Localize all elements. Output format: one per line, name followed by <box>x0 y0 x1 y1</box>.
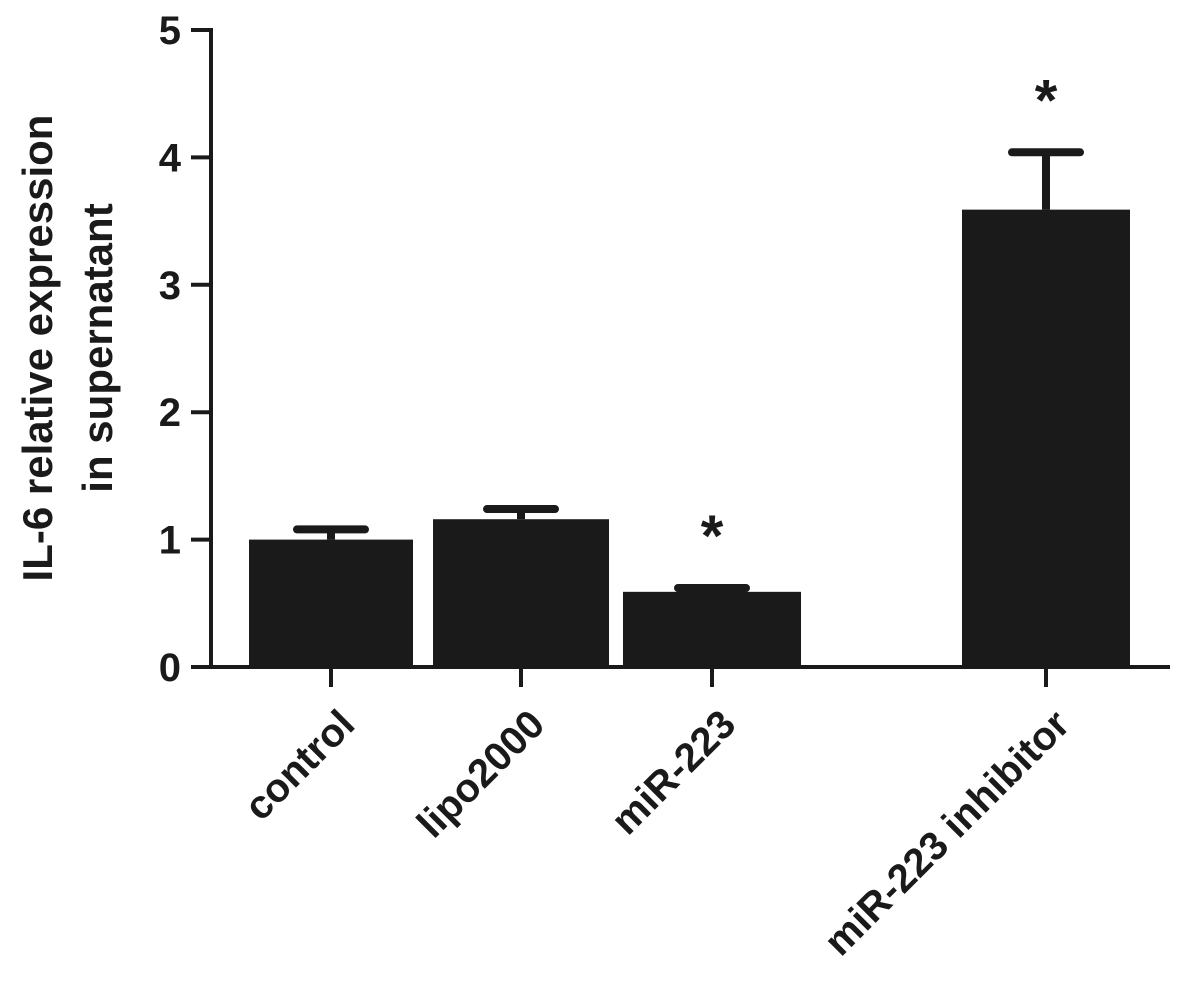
y-axis-label-group: IL-6 relative expression in supernatant <box>14 115 121 582</box>
x-labels-layer: control lipo2000 miR-223 miR-223 inhibitor <box>236 702 1078 964</box>
y-axis-label-line-1: IL-6 relative expression <box>14 115 61 582</box>
bars-layer <box>249 209 1130 667</box>
error-bars-layer <box>293 148 1084 593</box>
y-tick-label-0: 0 <box>159 646 181 690</box>
x-tick-label-1: lipo2000 <box>409 702 553 846</box>
y-tick-label-3: 3 <box>159 264 181 308</box>
y-axis-label-line-2: in supernatant <box>74 203 121 492</box>
x-tick-label-0: control <box>236 702 363 829</box>
significance-marker-3: * <box>1035 68 1058 133</box>
significance-layer: ** <box>701 68 1058 569</box>
y-tick-label-4: 4 <box>159 136 182 180</box>
bar-2 <box>623 591 801 667</box>
bar-1 <box>433 519 609 667</box>
y-tick-label-2: 2 <box>159 391 181 435</box>
significance-marker-2: * <box>701 504 724 569</box>
bar-0 <box>249 539 413 667</box>
x-tick-label-2: miR-223 <box>603 702 744 843</box>
y-ticks-layer: 0 1 2 3 4 5 <box>159 9 211 690</box>
x-tick-label-3: miR-223 inhibitor <box>816 702 1078 964</box>
bar-3 <box>962 209 1130 667</box>
y-tick-label-1: 1 <box>159 519 181 563</box>
y-tick-label-5: 5 <box>159 9 181 53</box>
axes-layer <box>209 28 1170 687</box>
